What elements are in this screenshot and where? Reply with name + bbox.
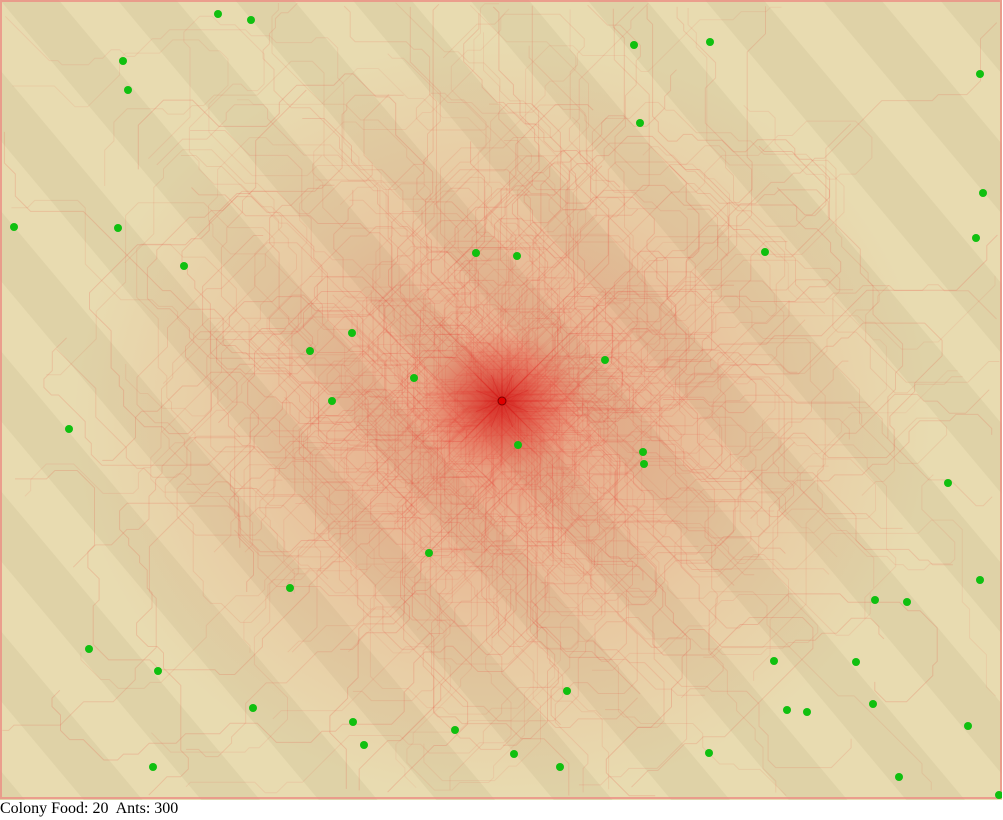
food-source — [601, 356, 609, 364]
food-source — [563, 687, 571, 695]
food-source — [995, 791, 1002, 799]
status-bar: Colony Food: 20 Ants: 300 — [0, 800, 182, 820]
food-source — [360, 741, 368, 749]
food-source — [706, 38, 714, 46]
food-source — [154, 667, 162, 675]
food-source — [903, 598, 911, 606]
food-source — [124, 86, 132, 94]
colony-food-label: Colony Food: — [0, 800, 89, 817]
food-source — [869, 700, 877, 708]
world-border — [0, 0, 1002, 799]
food-source — [249, 704, 257, 712]
food-source — [85, 645, 93, 653]
food-source — [976, 70, 984, 78]
colony-food-value: 20 — [92, 800, 109, 817]
food-source — [979, 189, 987, 197]
food-source — [976, 576, 984, 584]
food-source — [640, 460, 648, 468]
food-source — [425, 549, 433, 557]
ants-label: Ants: — [115, 800, 151, 817]
food-source — [114, 224, 122, 232]
food-source — [639, 448, 647, 456]
food-source — [180, 262, 188, 270]
food-source — [871, 596, 879, 604]
food-source — [761, 248, 769, 256]
food-source — [472, 249, 480, 257]
food-source — [972, 234, 980, 242]
food-source — [10, 223, 18, 231]
food-sources — [10, 10, 1002, 799]
food-source — [636, 119, 644, 127]
food-source — [328, 397, 336, 405]
food-source — [349, 718, 357, 726]
food-source — [214, 10, 222, 18]
food-source — [149, 763, 157, 771]
food-source — [410, 374, 418, 382]
simulation-canvas — [0, 0, 1002, 800]
food-source — [513, 252, 521, 260]
food-source — [895, 773, 903, 781]
food-source — [630, 41, 638, 49]
food-source — [119, 57, 127, 65]
food-source — [852, 658, 860, 666]
food-source — [65, 425, 73, 433]
food-source — [783, 706, 791, 714]
food-source — [964, 722, 972, 730]
food-source — [944, 479, 952, 487]
food-source — [770, 657, 778, 665]
food-source — [306, 347, 314, 355]
food-source — [510, 750, 518, 758]
food-source — [514, 441, 522, 449]
food-source — [247, 16, 255, 24]
food-source — [286, 584, 294, 592]
food-source — [803, 708, 811, 716]
food-source — [705, 749, 713, 757]
food-source — [556, 763, 564, 771]
ants-value: 300 — [154, 800, 179, 817]
nest — [497, 396, 507, 406]
food-source — [451, 726, 459, 734]
food-source — [348, 329, 356, 337]
